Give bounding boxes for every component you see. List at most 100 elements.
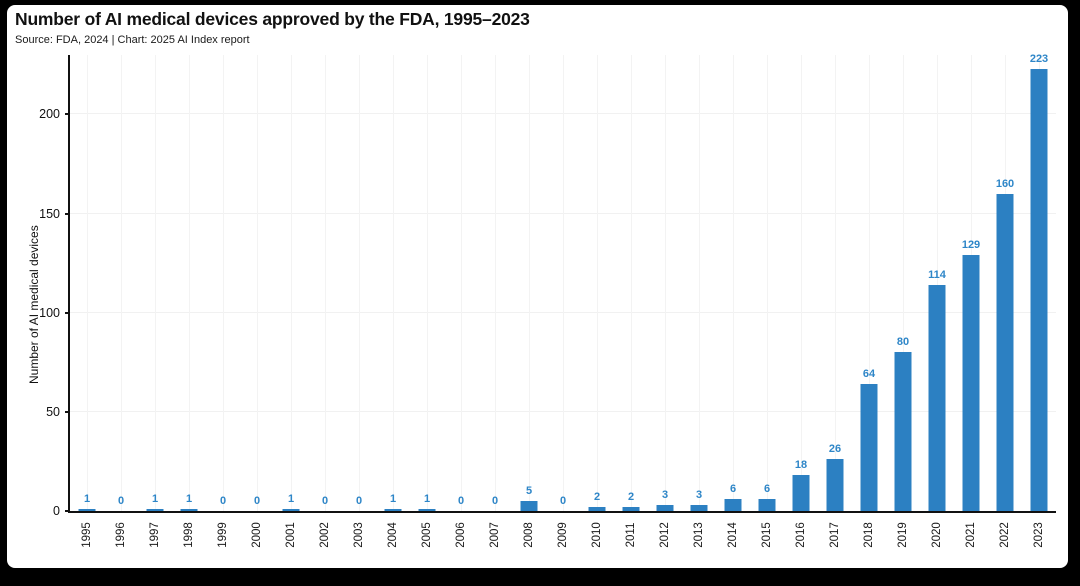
bar-value-label: 0 (117, 495, 125, 507)
bar-column-1996: 0 1996 (104, 55, 138, 548)
vertical-gridline (801, 55, 802, 511)
x-tick-label: 1999 (217, 522, 229, 548)
vertical-gridline (767, 55, 768, 511)
bar-column-2001: 1 2001 (274, 55, 308, 548)
x-tick-label: 2000 (251, 522, 263, 548)
bar-2020 (928, 284, 946, 511)
bar-value-label: 1 (423, 493, 431, 506)
x-tick-label: 2004 (387, 522, 399, 548)
vertical-gridline (733, 55, 734, 511)
y-tick-mark (65, 510, 70, 512)
bar-column-2019: 80 2019 (886, 55, 920, 548)
bar-column-2021: 129 2021 (954, 55, 988, 548)
bar-2015 (758, 499, 776, 511)
y-tick-label: 0 (53, 504, 60, 518)
bar-column-1999: 0 1999 (206, 55, 240, 548)
bar-2008 (520, 501, 538, 511)
vertical-gridline (869, 55, 870, 511)
bar-column-2022: 160 2022 (988, 55, 1022, 548)
y-tick-mark (65, 311, 70, 314)
x-tick-label: 2022 (999, 522, 1011, 548)
vertical-gridline (835, 55, 836, 511)
chart-title: Number of AI medical devices approved by… (15, 9, 530, 29)
vertical-gridline (393, 55, 394, 511)
vertical-gridline (937, 55, 938, 511)
vertical-gridline (155, 55, 156, 511)
bar-value-label: 1 (83, 493, 91, 506)
bar-column-2015: 6 2015 (750, 55, 784, 548)
bar-2014 (724, 499, 742, 511)
x-tick-label: 2019 (897, 522, 909, 548)
bar-column-2017: 26 2017 (818, 55, 852, 548)
bar-value-label: 0 (321, 495, 329, 507)
bar-2010 (588, 507, 606, 511)
bar-column-2007: 0 2007 (478, 55, 512, 548)
bar-value-label: 223 (1029, 52, 1049, 65)
bar-value-label: 1 (185, 493, 193, 506)
bar-value-label: 129 (961, 239, 981, 252)
bar-value-label: 6 (729, 483, 737, 496)
bar-column-2004: 1 2004 (376, 55, 410, 548)
bar-value-label: 5 (525, 485, 533, 498)
x-tick-label: 2017 (829, 522, 841, 548)
bar-2011 (622, 507, 640, 511)
bar-column-2014: 6 2014 (716, 55, 750, 548)
x-tick-label: 2016 (795, 522, 807, 548)
x-tick-label: 1996 (115, 522, 127, 548)
vertical-gridline (529, 55, 530, 511)
vertical-gridline (563, 55, 564, 511)
vertical-gridline (631, 55, 632, 511)
bar-column-1998: 1 1998 (172, 55, 206, 548)
bar-column-2006: 0 2006 (444, 55, 478, 548)
x-tick-label: 2014 (727, 522, 739, 548)
vertical-gridline (495, 55, 496, 511)
chart-card: Number of AI medical devices approved by… (7, 5, 1068, 568)
bar-2013 (690, 505, 708, 511)
x-tick-label: 2023 (1033, 522, 1045, 548)
y-tick-label: 200 (39, 107, 60, 122)
vertical-gridline (903, 55, 904, 511)
bar-value-label: 114 (928, 268, 946, 281)
bar-value-label: 2 (593, 491, 601, 504)
x-tick-label: 2002 (319, 522, 331, 548)
bar-column-2013: 3 2013 (682, 55, 716, 548)
x-tick-label: 2009 (557, 522, 569, 548)
bar-column-2011: 2 2011 (614, 55, 648, 547)
bar-columns: 1 1995 0 1996 1 1997 1 1998 0 1999 0 2000 1 2001 0 2002… (70, 52, 1056, 548)
bar-value-label: 0 (491, 495, 499, 507)
bar-column-2018: 64 2018 (852, 55, 886, 548)
bar-2022 (996, 193, 1014, 511)
bar-value-label: 80 (896, 336, 910, 349)
bar-2004 (384, 509, 402, 511)
x-tick-label: 2001 (285, 522, 297, 548)
x-tick-label: 2011 (625, 522, 637, 548)
vertical-gridline (291, 55, 292, 511)
bar-column-1997: 1 1997 (138, 55, 172, 548)
bar-column-2000: 0 2000 (240, 55, 274, 548)
bar-1997 (146, 509, 164, 511)
bar-value-label: 64 (862, 368, 876, 381)
bar-value-label: 1 (287, 493, 295, 506)
vertical-gridline (699, 55, 700, 511)
bar-2001 (282, 509, 300, 511)
bar-column-2005: 1 2005 (410, 55, 444, 548)
x-tick-label: 2021 (965, 522, 977, 548)
vertical-gridline (461, 55, 462, 511)
bar-value-label: 0 (559, 495, 567, 507)
bar-value-label: 0 (219, 495, 227, 507)
x-tick-label: 2010 (591, 522, 603, 548)
vertical-gridline (87, 55, 88, 511)
plot-area: Number of AI medical devices 1 1995 0 1996 1… (27, 52, 1056, 548)
bar-column-2008: 5 2008 (512, 55, 546, 548)
x-tick-label: 2015 (761, 522, 773, 548)
bar-value-label: 6 (763, 483, 771, 496)
x-tick-label: 2012 (659, 522, 671, 548)
x-tick-label: 1997 (149, 522, 161, 548)
y-tick-mark (65, 113, 70, 116)
bar-value-label: 0 (253, 495, 261, 507)
bar-value-label: 2 (627, 491, 635, 504)
x-tick-label: 1998 (183, 522, 195, 548)
bar-value-label: 160 (995, 177, 1015, 190)
vertical-gridline (597, 55, 598, 511)
bar-column-1995: 1 1995 (70, 55, 104, 548)
